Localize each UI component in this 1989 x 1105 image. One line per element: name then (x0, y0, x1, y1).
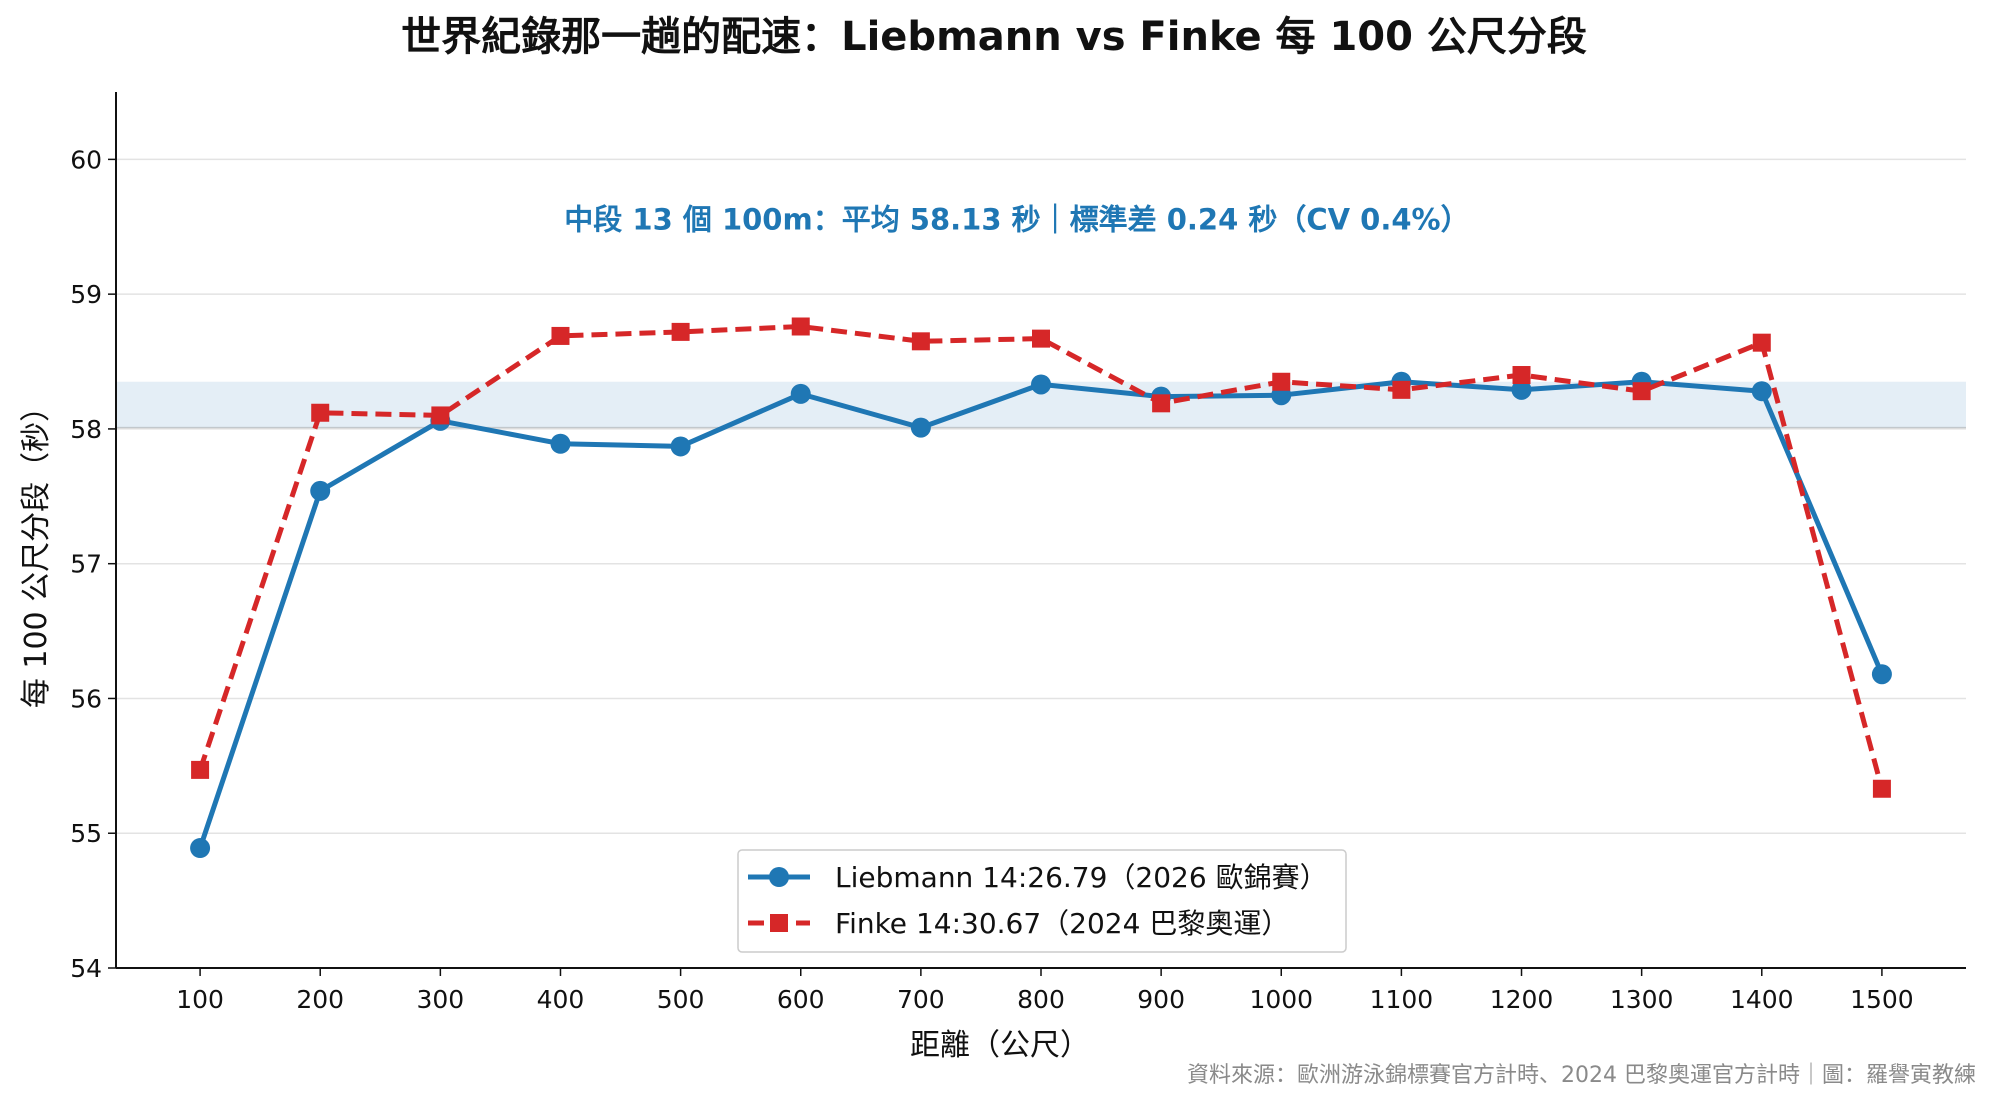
series-line-1 (197, 379, 1885, 849)
data-point (1032, 329, 1050, 348)
legend-marker (769, 867, 789, 887)
data-point (190, 838, 211, 859)
data-point (431, 406, 450, 425)
x-tick-label: 1100 (1370, 985, 1434, 1014)
y-tick-label: 57 (70, 550, 102, 579)
data-point (790, 383, 811, 404)
x-tick-label: 1400 (1730, 985, 1794, 1014)
legend-box (737, 849, 1347, 953)
y-tick-label: 60 (70, 145, 102, 174)
data-point (191, 760, 210, 779)
data-point (910, 417, 931, 438)
series-group (190, 317, 1892, 859)
x-tick-label: 1000 (1249, 985, 1313, 1014)
data-point (671, 322, 690, 341)
data-point (1152, 394, 1171, 413)
data-point (1031, 374, 1051, 395)
data-point (311, 403, 330, 422)
data-point (550, 433, 571, 454)
x-tick-label: 700 (897, 985, 945, 1014)
x-tick-label: 1300 (1610, 985, 1674, 1014)
y-tick-label: 59 (70, 280, 102, 309)
annotations: 中段 13 個 100m：平均 58.13 秒｜標準差 0.24 秒（CV 0.… (564, 202, 1469, 236)
source-note: 資料來源：歐洲游泳錦標賽官方計時、2024 巴黎奧運官方計時｜圖：羅譽寅教練 (1187, 1063, 1976, 1088)
data-point (1752, 333, 1771, 352)
annotation-text: 中段 13 個 100m：平均 58.13 秒｜標準差 0.24 秒（CV 0.… (564, 202, 1469, 236)
data-point (1872, 779, 1891, 798)
data-point (1871, 664, 1892, 685)
x-tick-label: 900 (1137, 985, 1185, 1014)
gridlines (116, 158, 1966, 834)
data-point (670, 436, 691, 457)
data-point (1392, 380, 1411, 399)
data-point (551, 326, 570, 345)
x-tick-label: 1200 (1490, 985, 1554, 1014)
data-point (791, 317, 810, 336)
x-tick-label: 600 (777, 985, 825, 1014)
data-point (1751, 381, 1772, 402)
data-point (1512, 366, 1531, 385)
y-tick-label: 55 (70, 819, 102, 848)
x-tick-label: 200 (296, 985, 344, 1014)
x-tick-label: 500 (657, 985, 705, 1014)
y-tick-label: 58 (70, 415, 102, 444)
legend: Liebmann 14:26.79（2026 歐錦賽） Finke 14:30.6… (737, 849, 1347, 953)
axes: 54 55 56 57 58 59 60 100 200 300 400 500 600 700 800 90… (70, 92, 1966, 1014)
y-tick-label: 56 (70, 684, 102, 713)
data-point (310, 480, 331, 501)
y-axis-label: 每 100 公尺分段（秒） (19, 392, 54, 708)
legend-marker (770, 914, 788, 932)
x-tick-label: 300 (416, 985, 464, 1014)
x-tick-label: 400 (537, 985, 585, 1014)
x-tick-label: 100 (176, 985, 224, 1014)
x-axis-label: 距離（公尺） (910, 1028, 1090, 1063)
data-point (1632, 382, 1651, 401)
legend-label: Finke 14:30.67（2024 巴黎奧運） (835, 907, 1289, 940)
legend-label: Liebmann 14:26.79（2026 歐錦賽） (835, 861, 1328, 894)
chart-title: 世界紀錄那一趟的配速：Liebmann vs Finke 每 100 公尺分段 (401, 14, 1587, 60)
data-point (1511, 379, 1532, 400)
x-tick-label: 1500 (1850, 985, 1914, 1014)
data-point (1272, 372, 1291, 391)
y-tick-label: 54 (70, 954, 102, 983)
data-point (911, 332, 930, 351)
x-tick-label: 800 (1017, 985, 1065, 1014)
